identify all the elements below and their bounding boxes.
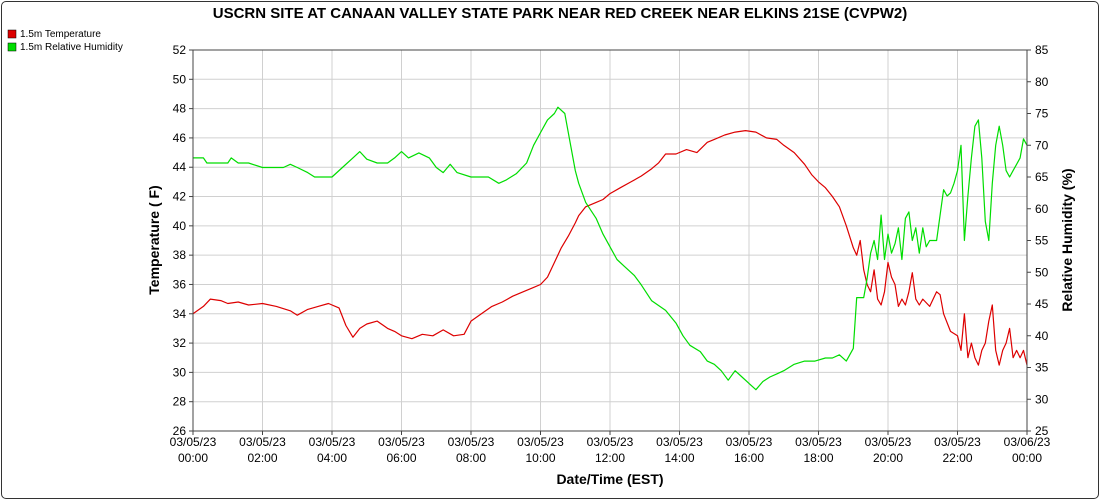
left-tick-label: 48 [173, 102, 187, 116]
right-tick-label: 70 [1035, 138, 1049, 152]
x-tick-date: 03/05/23 [170, 435, 217, 449]
x-tick-time: 12:00 [595, 451, 625, 465]
x-tick-date: 03/05/23 [587, 435, 634, 449]
x-tick-time: 20:00 [873, 451, 903, 465]
right-tick-label: 55 [1035, 234, 1049, 248]
x-tick-date: 03/05/23 [448, 435, 495, 449]
legend-swatch-humidity [7, 42, 17, 52]
x-tick-date: 03/05/23 [378, 435, 425, 449]
x-tick-time: 14:00 [664, 451, 694, 465]
series-layer [192, 106, 1028, 391]
left-tick-label: 36 [173, 277, 187, 291]
left-tick-label: 42 [173, 190, 187, 204]
left-tick-label: 28 [173, 395, 187, 409]
x-tick-time: 04:00 [317, 451, 347, 465]
x-tick-time: 22:00 [942, 451, 972, 465]
left-tick-label: 38 [173, 248, 187, 262]
right-tick-label: 85 [1035, 43, 1049, 57]
legend-swatch-temperature [7, 29, 17, 39]
series-line-temperature [192, 130, 1028, 366]
right-tick-label: 60 [1035, 202, 1049, 216]
left-tick-label: 46 [173, 131, 187, 145]
left-tick-label: 34 [173, 307, 187, 321]
x-tick-date: 03/06/23 [1004, 435, 1051, 449]
left-tick-label: 50 [173, 72, 187, 86]
right-tick-label: 30 [1035, 392, 1049, 406]
x-tick-time: 06:00 [386, 451, 416, 465]
x-tick-date: 03/05/23 [239, 435, 286, 449]
chart-title: USCRN SITE AT CANAAN VALLEY STATE PARK N… [213, 5, 908, 22]
x-tick-time: 00:00 [1012, 451, 1042, 465]
right-tick-label: 35 [1035, 361, 1049, 375]
x-tick-time: 08:00 [456, 451, 486, 465]
right-axis: 25 30 35 40 45 50 55 60 65 70 75 80 85 [1027, 43, 1049, 438]
series-line-humidity [193, 106, 1028, 391]
left-tick-label: 40 [173, 219, 187, 233]
x-axis: 03/05/23 00:00 03/05/23 02:00 03/05/23 04:00 0… [170, 431, 1051, 465]
x-tick-date: 03/05/23 [795, 435, 842, 449]
right-tick-label: 75 [1035, 107, 1049, 121]
x-tick-time: 16:00 [734, 451, 764, 465]
x-tick-time: 02:00 [247, 451, 277, 465]
y-axis-left-label: Temperature ( F) [146, 185, 162, 294]
left-tick-label: 30 [173, 365, 187, 379]
right-tick-label: 40 [1035, 329, 1049, 343]
x-tick-date: 03/05/23 [934, 435, 981, 449]
left-tick-label: 52 [173, 43, 187, 57]
legend-label-humidity: 1.5m Relative Humidity [20, 42, 123, 53]
x-tick-date: 03/05/23 [656, 435, 703, 449]
right-tick-label: 80 [1035, 75, 1049, 89]
x-tick-date: 03/05/23 [309, 435, 356, 449]
left-tick-label: 32 [173, 336, 187, 350]
x-tick-time: 18:00 [803, 451, 833, 465]
right-tick-label: 45 [1035, 297, 1049, 311]
x-tick-date: 03/05/23 [726, 435, 773, 449]
y-axis-right-label: Relative Humidity (%) [1059, 168, 1075, 311]
left-tick-label: 44 [173, 160, 187, 174]
x-tick-time: 00:00 [178, 451, 208, 465]
left-tick-label: 26 [173, 424, 187, 438]
right-tick-label: 25 [1035, 424, 1049, 438]
x-tick-date: 03/05/23 [865, 435, 912, 449]
x-axis-label: Date/Time (EST) [556, 471, 663, 487]
gridlines [192, 49, 1028, 432]
right-tick-label: 65 [1035, 170, 1049, 184]
x-tick-date: 03/05/23 [517, 435, 564, 449]
right-tick-label: 50 [1035, 265, 1049, 279]
left-axis: 26 28 30 32 34 36 38 40 42 44 46 48 50 52 [173, 43, 193, 438]
legend-label-temperature: 1.5m Temperature [20, 29, 101, 40]
legend: 1.5m Temperature 1.5m Relative Humidity [7, 29, 123, 53]
x-tick-time: 10:00 [525, 451, 555, 465]
